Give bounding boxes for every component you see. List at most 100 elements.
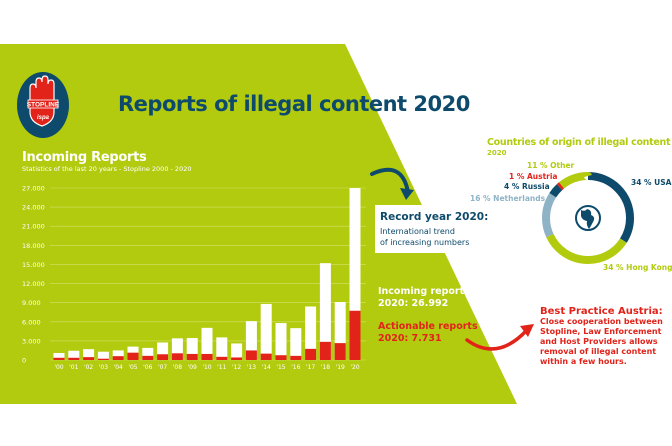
bar-actionable (68, 357, 80, 360)
bar-incoming (245, 321, 257, 360)
bar-incoming (319, 263, 331, 360)
bar-actionable (53, 357, 65, 360)
record-line: of increasing numbers (380, 238, 470, 247)
incoming-stat: Incoming reports 2020: 26.992 (378, 286, 470, 310)
x-tick-label: '07 (158, 364, 167, 371)
svg-text:ispa: ispa (37, 115, 50, 121)
label-other: 11 % Other (527, 161, 575, 170)
label-russia: 4 % Russia (504, 182, 550, 191)
bar-incoming (290, 328, 302, 360)
bar-incoming (275, 323, 287, 360)
red-arrow-icon (465, 328, 529, 351)
bar-actionable (142, 355, 154, 360)
label-usa: 34 % USA (631, 178, 672, 187)
bar-incoming (142, 347, 154, 360)
bar-actionable (186, 353, 198, 360)
y-tick-label: 27.000 (22, 185, 45, 193)
page-title: Reports of illegal content 2020 (118, 92, 470, 116)
bar-incoming (349, 188, 361, 360)
x-tick-label: '19 (336, 364, 345, 371)
bar-incoming (171, 338, 183, 360)
navy-arrow-icon (370, 167, 410, 194)
x-tick-label: '16 (291, 364, 300, 371)
y-tick-label: 3.000 (22, 337, 41, 345)
incoming-label: Incoming reports (378, 286, 470, 297)
bar-actionable (97, 358, 109, 360)
incoming-reports-chart: 0 3.000 6.000 9.000 12.000 15.000 18.000 21.000… (22, 185, 366, 371)
best-practice: Best Practice Austria: Close cooperation… (540, 306, 663, 367)
x-tick-label: '03 (99, 364, 108, 371)
bp-line: removal of illegal content (540, 347, 657, 356)
y-tick-label: 21.000 (22, 223, 45, 231)
svg-text:STOPLINE: STOPLINE (27, 102, 60, 109)
navy-arrow-head-icon (400, 188, 414, 200)
x-tick-label: '15 (276, 364, 285, 371)
label-netherlands: 16 % Netherlands (470, 194, 546, 203)
bar-actionable (349, 310, 361, 360)
bar-actionable (83, 357, 95, 360)
bar-incoming (83, 349, 95, 360)
bar-actionable (334, 343, 346, 360)
countries-donut (542, 172, 634, 264)
actionable-stat: Actionable reports 2020: 7.731 (378, 321, 478, 345)
best-practice-heading: Best Practice Austria: (540, 306, 663, 317)
y-tick-label: 6.000 (22, 318, 41, 326)
bp-line: and Host Providers allows (540, 337, 658, 346)
x-tick-label: '13 (247, 364, 256, 371)
bar-incoming (186, 338, 198, 360)
bar-actionable (216, 356, 228, 360)
bp-line: Stopline, Law Enforcement (540, 327, 662, 336)
record-heading: Record year 2020: (380, 211, 489, 223)
actionable-label: Actionable reports (378, 321, 478, 332)
donut-slice (542, 172, 634, 264)
bar-actionable (157, 354, 169, 360)
bar-incoming (112, 350, 124, 360)
label-hong-kong: 34 % Hong Kong (603, 263, 672, 272)
bar-actionable (171, 353, 183, 360)
bar-actionable (231, 357, 243, 360)
bar-incoming (216, 337, 228, 360)
x-tick-label: '00 (54, 364, 63, 371)
x-tick-label: '20 (350, 364, 359, 371)
bar-incoming (68, 350, 80, 360)
y-tick-label: 24.000 (22, 204, 45, 212)
x-tick-label: '01 (69, 364, 78, 371)
x-tick-label: '05 (128, 364, 137, 371)
stopline-logo: STOPLINE ispa (17, 72, 69, 138)
bar-actionable (290, 355, 302, 360)
actionable-value: 2020: 7.731 (378, 333, 442, 344)
bar-actionable (260, 353, 272, 360)
donut-slice (542, 172, 634, 264)
chart-subtitle: Statistics of the last 20 years - Stopli… (22, 165, 192, 173)
x-tick-label: '09 (188, 364, 197, 371)
bar-actionable (275, 355, 287, 360)
bar-incoming (231, 343, 243, 360)
bar-incoming (97, 351, 109, 360)
bar-actionable (319, 341, 331, 360)
x-tick-label: '06 (143, 364, 152, 371)
bar-incoming (334, 302, 346, 360)
bar-incoming (201, 327, 213, 360)
best-practice-text: Close cooperation between Stopline, Law … (540, 317, 663, 367)
donut-subtitle: 2020 (487, 149, 507, 157)
x-tick-label: '12 (232, 364, 241, 371)
y-tick-label: 0 (22, 357, 26, 365)
bar-actionable (127, 352, 139, 360)
label-austria: 1 % Austria (509, 172, 558, 181)
red-arrow-head-icon (520, 324, 534, 337)
y-tick-label: 9.000 (22, 299, 41, 307)
incoming-value: 2020: 26.992 (378, 298, 449, 309)
record-box: Record year 2020: International trend of … (375, 205, 489, 253)
y-tick-label: 12.000 (22, 280, 45, 288)
bar-actionable (201, 353, 213, 360)
donut-slice (542, 172, 634, 264)
bp-line: within a few hours. (540, 357, 627, 366)
x-tick-label: '11 (217, 364, 226, 371)
bar-actionable (245, 350, 257, 360)
bar-actionable (305, 348, 317, 360)
bar-incoming (157, 342, 169, 360)
globe-icon (575, 205, 601, 231)
chart-title: Incoming Reports (22, 150, 147, 165)
bar-incoming (260, 303, 272, 360)
donut-title: Countries of origin of illegal content (487, 137, 671, 148)
